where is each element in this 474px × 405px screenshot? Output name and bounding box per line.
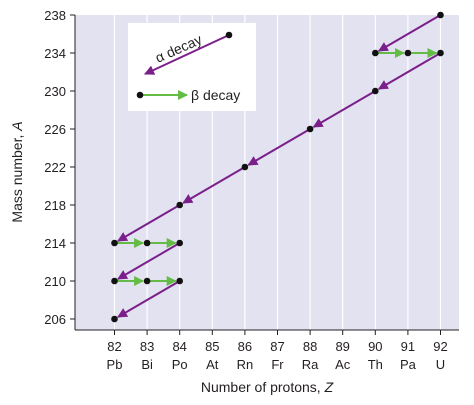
alpha-decay-arrow (117, 204, 181, 242)
element-symbol-label: U (436, 357, 445, 372)
legend-alpha-arrow (144, 34, 230, 75)
nuclide-point (404, 49, 412, 57)
alpha-decay-arrow (117, 242, 181, 280)
nuclide-point (111, 239, 118, 247)
element-symbol-label: Pb (107, 357, 123, 372)
y-tick-label: 238 (44, 8, 66, 23)
legend-beta-label: β decay (191, 87, 240, 103)
nuclide-point (176, 201, 183, 209)
nuclide-point (437, 49, 444, 57)
y-tick-label: 210 (44, 274, 66, 289)
legend: α decay β decay (128, 23, 256, 111)
nuclide-point (143, 277, 151, 285)
nuclide-point (111, 277, 118, 285)
nuclide-point (111, 315, 118, 323)
nuclide-points (111, 11, 444, 323)
decay-arrows (114, 14, 442, 318)
alpha-decay-arrow (377, 14, 442, 52)
y-tick-labels: 206 210 214 218 222 226 230 234 238 (44, 8, 66, 327)
alpha-decay-arrow (247, 128, 311, 166)
legend-beta-point (136, 91, 144, 99)
element-symbol-label: Pa (400, 357, 417, 372)
element-symbol-label: At (206, 357, 219, 372)
x-tick-label: 91 (401, 339, 415, 354)
nuclide-point (372, 49, 379, 57)
nuclide-point (143, 239, 151, 247)
y-tick-label: 214 (44, 236, 66, 251)
x-tick-numbers: 82 83 84 85 86 87 88 89 90 91 92 (107, 339, 447, 354)
y-tick-label: 206 (44, 312, 66, 327)
nuclide-point (241, 163, 249, 171)
y-tick-label: 222 (44, 160, 66, 175)
x-tick-label: 85 (205, 339, 219, 354)
element-symbol-label: Bi (141, 357, 153, 372)
alpha-decay-arrow (182, 166, 246, 204)
element-symbol-label: Po (172, 357, 188, 372)
x-tick-label: 92 (433, 339, 447, 354)
x-tick-label: 87 (270, 339, 284, 354)
nuclide-point (306, 125, 314, 133)
y-tick-label: 218 (44, 198, 66, 213)
element-symbol-label: Th (368, 357, 383, 372)
x-tick-label: 84 (172, 339, 186, 354)
x-tick-symbols: Pb Bi Po At Rn Fr Ra Ac Th Pa U (107, 357, 446, 372)
nuclide-point (176, 277, 183, 285)
nuclide-point (372, 87, 379, 95)
x-tick-label: 82 (107, 339, 121, 354)
x-tick-label: 83 (140, 339, 154, 354)
y-tick-label: 230 (44, 84, 66, 99)
element-symbol-label: Fr (271, 357, 284, 372)
nuclide-point (176, 239, 183, 247)
x-tick-label: 86 (238, 339, 252, 354)
element-symbol-label: Ra (302, 357, 319, 372)
element-symbol-label: Ac (335, 357, 351, 372)
element-symbol-label: Rn (237, 357, 254, 372)
legend-alpha-point (225, 31, 233, 39)
axes (70, 14, 459, 335)
x-tick-label: 89 (335, 339, 349, 354)
x-tick-label: 90 (368, 339, 382, 354)
x-axis-title: Number of protons, Z (201, 379, 334, 395)
alpha-decay-arrow (377, 52, 442, 90)
alpha-decay-arrow (312, 90, 376, 128)
x-tick-label: 88 (303, 339, 317, 354)
y-axis-title: Mass number, A (9, 121, 25, 222)
y-tick-label: 234 (44, 46, 66, 61)
nuclide-point (437, 11, 444, 19)
y-tick-label: 226 (44, 122, 66, 137)
alpha-decay-arrow (117, 280, 181, 318)
